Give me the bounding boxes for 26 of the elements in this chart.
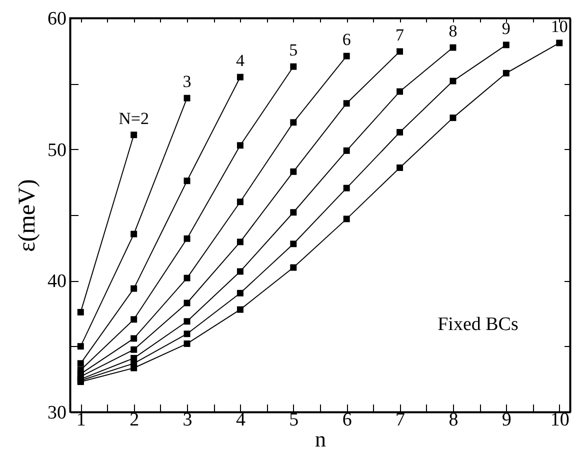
legend-label: 7 — [396, 25, 405, 44]
legend-label: 9 — [502, 18, 510, 38]
series-label: 3 — [182, 72, 192, 92]
x-tick-label: 2 — [130, 410, 140, 430]
series-label: 4 — [236, 51, 245, 70]
annotation: Fixed BCs — [438, 314, 518, 335]
x-tick-label: 7 — [396, 410, 406, 430]
y-tick-label: 30 — [48, 402, 66, 424]
x-tick-label: 4 — [236, 410, 246, 430]
y-tick-label: 50 — [48, 140, 66, 161]
x-tick-label: 8 — [448, 410, 458, 430]
legend-label: 10 — [550, 16, 568, 36]
legend-label: 8 — [448, 22, 458, 41]
legend-label: 6 — [342, 30, 351, 50]
x-axis-title: n — [315, 426, 326, 452]
x-tick-label: 3 — [182, 410, 192, 430]
x-tick-label: 10 — [550, 410, 570, 430]
legend-label: 5 — [289, 40, 298, 60]
y-tick-label: 60 — [48, 8, 66, 30]
y-tick-label: 40 — [48, 271, 66, 292]
y-axis-title: ε(meV) — [14, 179, 40, 252]
x-tick-label: 9 — [502, 410, 512, 430]
x-tick-label: 6 — [342, 410, 352, 430]
series-label: N=2 — [118, 108, 150, 128]
x-tick-label: 5 — [289, 410, 299, 430]
x-tick-label: 1 — [76, 410, 86, 430]
